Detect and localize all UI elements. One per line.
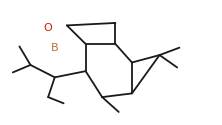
Text: B: B [51,43,59,53]
Text: O: O [44,23,52,33]
